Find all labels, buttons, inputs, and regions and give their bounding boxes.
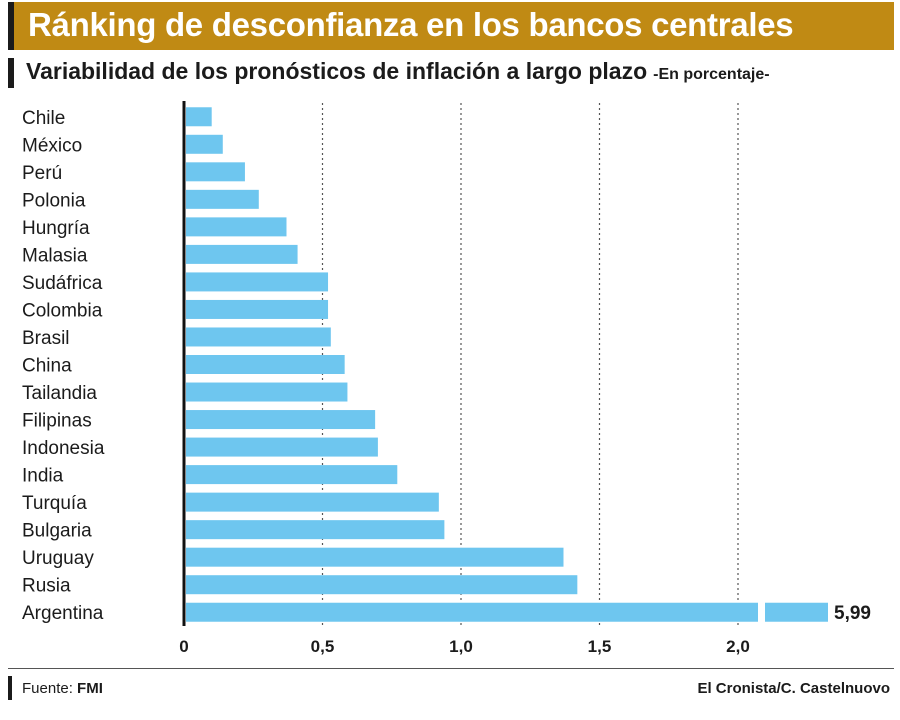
footer-rule — [8, 676, 12, 700]
title-banner: Ránking de desconfianza en los bancos ce… — [8, 2, 894, 50]
bar — [186, 520, 445, 540]
x-tick-label: 1,5 — [588, 637, 612, 656]
category-label: Filipinas — [22, 411, 92, 432]
category-label: Hungría — [22, 218, 90, 239]
subtitle-text: Variabilidad de los pronósticos de infla… — [26, 58, 648, 84]
bar — [186, 547, 564, 567]
bar — [186, 189, 259, 209]
x-tick-label: 1,0 — [449, 637, 473, 656]
title-rule — [8, 2, 14, 50]
source-note: Fuente: FMI — [22, 680, 103, 697]
category-label: Indonesia — [22, 438, 105, 459]
bar — [186, 492, 439, 512]
bar — [765, 602, 828, 622]
bar — [186, 437, 378, 457]
bar — [186, 272, 329, 292]
bar — [186, 162, 245, 182]
category-label: México — [22, 135, 82, 156]
category-label: India — [22, 466, 64, 487]
category-label: Rusia — [22, 576, 71, 597]
bar — [186, 602, 758, 622]
bar — [186, 465, 398, 485]
category-label: Tailandia — [22, 383, 97, 404]
bar — [186, 134, 223, 154]
x-tick-label: 2,0 — [726, 637, 750, 656]
bar — [186, 327, 331, 347]
footer-divider — [8, 668, 894, 669]
category-label: Malasia — [22, 245, 88, 266]
source-value: FMI — [77, 680, 103, 697]
category-label: Bulgaria — [22, 521, 92, 542]
unit-note: -En porcentaje- — [653, 66, 770, 83]
bar — [186, 299, 329, 319]
bar — [186, 410, 376, 430]
bar — [186, 244, 298, 264]
category-label: China — [22, 356, 72, 377]
category-label: Polonia — [22, 190, 86, 211]
bar — [186, 575, 578, 595]
category-label: Argentina — [22, 603, 104, 624]
category-label: Brasil — [22, 328, 70, 349]
category-label: Turquía — [22, 493, 87, 514]
x-tick-label: 0 — [179, 637, 188, 656]
subtitle-rule — [8, 58, 14, 88]
category-label: Sudáfrica — [22, 273, 103, 294]
bar — [186, 107, 212, 127]
category-label: Perú — [22, 163, 62, 184]
category-label: Colombia — [22, 300, 103, 321]
bar-chart: Chile México Perú Polonia Hungría Malasia Sudá… — [22, 101, 871, 656]
chart-subtitle: Variabilidad de los pronósticos de infla… — [26, 58, 770, 85]
data-label: 5,99 — [834, 603, 871, 624]
category-label: Chile — [22, 108, 65, 129]
bar — [186, 382, 348, 402]
chart-title: Ránking de desconfianza en los bancos ce… — [28, 6, 794, 43]
source-label: Fuente: — [22, 680, 73, 697]
bar — [186, 217, 287, 237]
x-tick-label: 0,5 — [311, 637, 335, 656]
category-label: Uruguay — [22, 548, 94, 569]
credit-note: El Cronista/C. Castelnuovo — [697, 680, 890, 697]
bar — [186, 355, 345, 374]
